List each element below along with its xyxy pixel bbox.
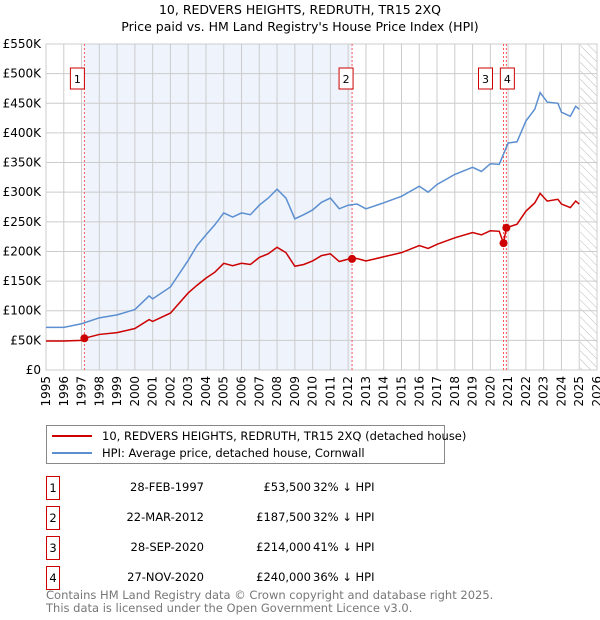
property-price-line: [46, 192, 580, 342]
x-tick-label: 2001: [146, 376, 160, 407]
y-tick-label: £200K: [3, 244, 43, 258]
y-tick-label: £350K: [3, 156, 43, 170]
chart-title: 10, REDVERS HEIGHTS, REDRUTH, TR15 2XQ: [159, 2, 441, 17]
legend-item-hpi: HPI: Average price, detached house, Corn…: [52, 446, 365, 460]
legend-label: 10, REDVERS HEIGHTS, REDRUTH, TR15 2XQ (…: [102, 429, 467, 443]
red-line-swatch: [52, 435, 92, 437]
sale-hpi-diff: 32% ↓ HPI: [313, 480, 375, 494]
x-tick-label: 2004: [199, 376, 213, 407]
footer-copyright: Contains HM Land Registry data © Crown c…: [46, 588, 494, 602]
y-tick-label: £300K: [3, 185, 43, 199]
x-tick-label: 2026: [590, 376, 600, 407]
y-tick-label: £0: [26, 363, 41, 377]
sale-point: [348, 254, 357, 263]
y-tick-label: £100K: [3, 304, 43, 318]
x-tick-label: 2005: [217, 376, 231, 407]
sale-number: 4: [46, 566, 60, 590]
x-tick-label: 2012: [341, 376, 355, 407]
x-tick-label: 2002: [163, 376, 177, 407]
y-tick-label: £250K: [3, 215, 43, 229]
x-tick-label: 2020: [483, 376, 497, 407]
sale-date: 22-MAR-2012: [126, 510, 204, 524]
x-tick-label: 1997: [75, 376, 89, 407]
sale-hpi-diff: 36% ↓ HPI: [313, 570, 375, 584]
sale-point: [499, 239, 508, 248]
sale-date: 28-SEP-2020: [130, 540, 204, 554]
x-tick-label: 2018: [448, 376, 462, 407]
y-tick-label: £550K: [3, 37, 43, 51]
sale-point: [80, 334, 89, 343]
y-tick-label: £450K: [3, 96, 43, 110]
x-tick-label: 2006: [235, 376, 249, 407]
x-tick-label: 2009: [288, 376, 302, 407]
x-tick-label: 1995: [39, 376, 53, 407]
footer: Contains HM Land Registry data © Crown c…: [46, 589, 493, 615]
sale-hpi-diff: 32% ↓ HPI: [313, 510, 375, 524]
sale-row: 3 28-SEP-2020 £214,000 41% ↓ HPI: [46, 536, 446, 560]
y-tick-label: £50K: [10, 333, 42, 347]
x-tick-label: 1999: [110, 376, 124, 407]
sale-label-box: [499, 67, 515, 90]
x-tick-label: 2023: [537, 376, 551, 407]
sale-row: 2 22-MAR-2012 £187,500 32% ↓ HPI: [46, 506, 446, 530]
legend: 10, REDVERS HEIGHTS, REDRUTH, TR15 2XQ (…: [46, 425, 466, 464]
sale-row: 4 27-NOV-2020 £240,000 36% ↓ HPI: [46, 566, 446, 590]
x-tick-label: 2015: [394, 376, 408, 407]
footer-licence: This data is licensed under the Open Gov…: [46, 601, 413, 615]
sale-label: 1: [74, 73, 81, 86]
x-tick-label: 2007: [252, 376, 266, 407]
sale-price: £187,500: [256, 510, 311, 524]
x-tick-label: 2008: [270, 376, 284, 407]
sale-hpi-diff: 41% ↓ HPI: [313, 540, 375, 554]
x-tick-label: 1996: [57, 376, 71, 407]
chart-subtitle: Price paid vs. HM Land Registry's House …: [121, 19, 478, 34]
x-tick-label: 2013: [359, 376, 373, 407]
x-tick-label: 2025: [572, 376, 586, 407]
legend-label: HPI: Average price, detached house, Corn…: [102, 446, 365, 460]
x-tick-label: 2000: [128, 376, 142, 407]
x-tick-label: 2003: [181, 376, 195, 407]
x-tick-label: 2016: [412, 376, 426, 407]
sale-number: 1: [46, 476, 60, 500]
hpi-line: [46, 90, 580, 329]
x-tick-label: 1998: [92, 376, 106, 407]
sale-price: £214,000: [256, 540, 311, 554]
x-tick-label: 2021: [501, 376, 515, 407]
forecast-hatch: [580, 44, 597, 370]
sale-label-box: [338, 67, 354, 90]
sale-price: £240,000: [256, 570, 311, 584]
sale-row: 1 28-FEB-1997 £53,500 32% ↓ HPI: [46, 476, 446, 500]
y-tick-label: £500K: [3, 67, 43, 81]
sale-number: 3: [46, 536, 60, 560]
sale-point: [502, 223, 511, 232]
sale-number: 2: [46, 506, 60, 530]
sale-label: 2: [343, 73, 350, 86]
x-tick-label: 2017: [430, 376, 444, 407]
sale-price: £53,500: [263, 480, 311, 494]
x-tick-label: 2010: [306, 376, 320, 407]
x-tick-label: 2022: [519, 376, 533, 407]
sale-label-box: [69, 67, 85, 90]
shaded-period: [84, 44, 353, 370]
sale-label: 3: [482, 73, 489, 86]
legend-item-property: 10, REDVERS HEIGHTS, REDRUTH, TR15 2XQ (…: [52, 429, 466, 443]
plot-border: [45, 43, 598, 371]
x-tick-label: 2024: [554, 376, 568, 407]
x-tick-label: 2011: [323, 376, 337, 407]
sale-date: 27-NOV-2020: [127, 570, 204, 584]
y-tick-label: £400K: [3, 126, 43, 140]
price-chart: 10, REDVERS HEIGHTS, REDRUTH, TR15 2XQ Pr…: [3, 2, 600, 407]
x-tick-label: 2014: [377, 376, 391, 407]
x-tick-label: 2019: [466, 376, 480, 407]
sale-date: 28-FEB-1997: [130, 480, 204, 494]
y-tick-label: £150K: [3, 274, 43, 288]
blue-line-swatch: [52, 452, 92, 454]
sale-label-box: [478, 67, 494, 90]
sale-label: 4: [504, 73, 511, 86]
